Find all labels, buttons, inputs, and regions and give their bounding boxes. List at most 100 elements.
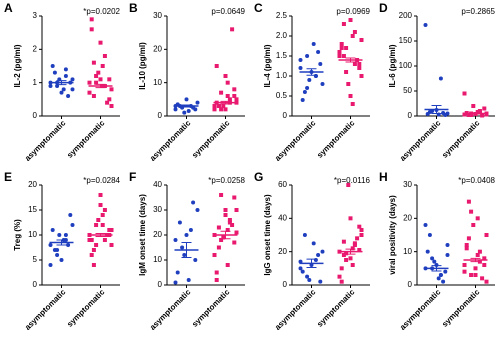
data-point [89, 17, 94, 22]
data-point [318, 279, 323, 284]
data-point [89, 253, 94, 257]
data-point [195, 100, 200, 105]
data-point [477, 249, 482, 254]
y-tick-label: 20 [153, 230, 162, 239]
data-point [184, 233, 189, 237]
data-point [341, 239, 346, 244]
data-point [232, 195, 237, 200]
data-point [300, 269, 305, 274]
error-bar [470, 257, 481, 263]
y-axis-label: Treg (%) [13, 219, 22, 251]
data-point [212, 253, 217, 257]
x-tick-label: asymptomatic [148, 118, 193, 163]
data-point [307, 78, 312, 82]
x-tick-label: symptomatic [65, 118, 107, 160]
data-point [59, 90, 64, 95]
data-point [184, 97, 189, 102]
data-point [348, 216, 353, 221]
data-point [352, 62, 357, 66]
y-tick-label: 0 [158, 280, 163, 289]
panel-label: E [4, 170, 12, 184]
data-point [298, 266, 303, 271]
y-tick-label: 100 [399, 61, 413, 70]
data-point [305, 54, 310, 58]
error-bar [56, 80, 67, 86]
data-point [339, 46, 344, 50]
y-axis-label: IL-4 (pg/ml) [263, 44, 272, 87]
data-point [475, 110, 480, 114]
data-point [91, 263, 96, 267]
data-point [443, 269, 448, 274]
y-tick-label: 3 [33, 11, 38, 20]
x-tick-label: asymptomatic [273, 287, 318, 332]
data-point [320, 249, 325, 254]
data-point [191, 200, 196, 205]
annotation: p=0.0969 [336, 7, 370, 16]
y-tick-label: 0 [158, 111, 163, 120]
annotation: *p=0.0258 [208, 176, 245, 185]
x-tick-label: symptomatic [190, 118, 232, 160]
data-point [219, 193, 224, 197]
data-point [180, 245, 185, 250]
y-axis-label: IL-10 (pg/ml) [138, 42, 147, 90]
y-axis-label: IgG onset time (days) [263, 194, 272, 276]
error-bar [306, 68, 317, 76]
annotation: p=0.0649 [211, 7, 245, 16]
data-point [219, 107, 224, 112]
y-tick-label: 0 [33, 280, 38, 289]
data-point [214, 64, 219, 68]
data-point [219, 90, 224, 95]
data-point [466, 113, 471, 117]
error-bar [56, 239, 67, 246]
data-point [462, 263, 467, 267]
data-point [193, 258, 198, 262]
x-tick-label: symptomatic [440, 118, 482, 160]
y-tick-label: 60 [278, 180, 287, 189]
data-point [464, 246, 469, 251]
data-point [232, 87, 237, 92]
data-point [214, 270, 219, 275]
data-point [355, 236, 360, 241]
data-point [91, 94, 96, 98]
data-point [87, 90, 92, 95]
annotation: p=0.2865 [461, 7, 495, 16]
x-tick-label: symptomatic [315, 118, 357, 160]
y-axis-label: viral positivity (days) [388, 195, 397, 275]
data-point [55, 248, 60, 252]
data-point [94, 223, 99, 227]
data-point [195, 208, 200, 212]
y-tick-label: 20 [153, 44, 162, 53]
y-tick-label: 0 [283, 111, 288, 120]
data-point [344, 70, 349, 74]
data-point [344, 258, 349, 262]
data-point [359, 38, 364, 42]
data-point [186, 109, 191, 113]
data-point [94, 74, 99, 78]
data-point [89, 27, 94, 32]
data-point [234, 97, 239, 102]
y-tick-label: 10 [28, 230, 37, 239]
data-point [96, 70, 101, 75]
data-point [102, 208, 107, 212]
data-point [316, 50, 321, 54]
data-point [425, 112, 430, 116]
data-point [320, 82, 325, 86]
data-point [445, 253, 450, 257]
data-point [105, 100, 110, 105]
data-point [352, 243, 357, 247]
data-point [350, 102, 355, 106]
data-point [344, 46, 349, 50]
data-point [91, 60, 96, 65]
data-point [66, 94, 71, 98]
data-point [98, 40, 103, 45]
data-point [423, 23, 428, 27]
data-point [313, 74, 318, 78]
error-bar [95, 233, 106, 237]
data-point [70, 77, 75, 82]
data-point [339, 279, 344, 284]
data-point [425, 249, 430, 254]
data-point [427, 233, 432, 237]
data-point [223, 213, 228, 217]
data-point [341, 54, 346, 58]
data-point [223, 107, 228, 112]
